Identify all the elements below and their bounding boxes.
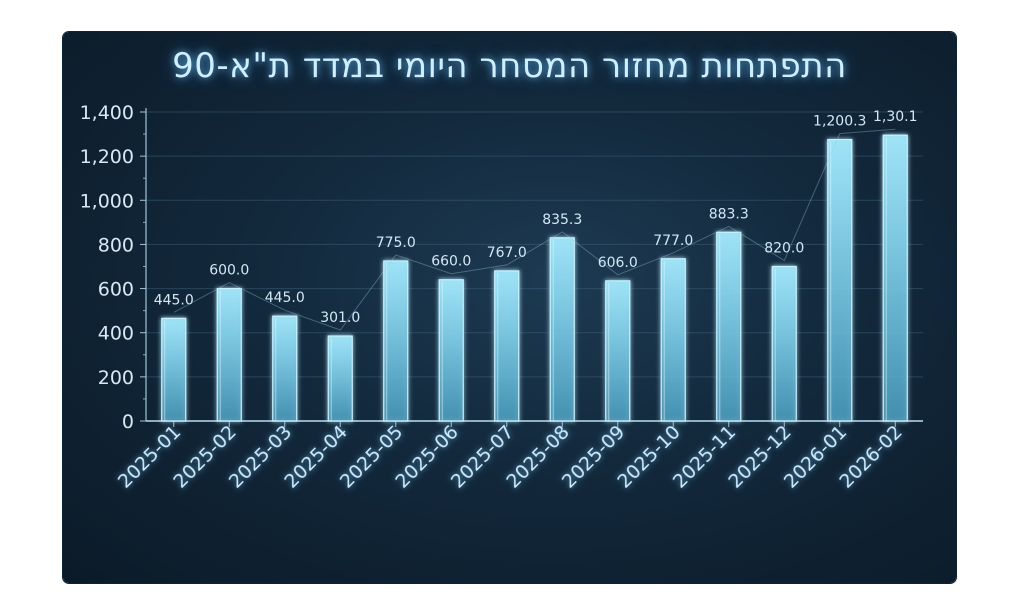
data-label: 777.0 xyxy=(653,233,693,249)
bar xyxy=(771,265,797,422)
data-label: 301.0 xyxy=(320,310,360,326)
bar xyxy=(438,279,464,422)
y-tick-label: 1,200 xyxy=(80,146,134,168)
bar xyxy=(605,280,631,422)
data-label: 775.0 xyxy=(376,235,416,251)
bar xyxy=(882,134,908,422)
data-label: 445.0 xyxy=(154,292,194,308)
bar xyxy=(272,315,298,422)
data-label: 767.0 xyxy=(487,245,527,261)
bar xyxy=(383,260,409,422)
y-tick-label: 1,400 xyxy=(80,102,134,124)
data-label: 445.0 xyxy=(265,290,305,306)
data-label: 1,200.3 xyxy=(813,114,866,130)
bar xyxy=(827,138,853,422)
data-label: 600.0 xyxy=(209,263,249,279)
y-tick-label: 600 xyxy=(98,279,134,301)
bar xyxy=(327,335,353,422)
bar-chart: 445.0 600.0 445.0 301.0 775.0 660.0 767.0 835.3… xyxy=(80,102,923,493)
chart-panel: התפתחות מחזור המסחר היומי במדד ת"א-90 44… xyxy=(63,32,956,583)
y-tick-label: 200 xyxy=(98,367,134,389)
bar xyxy=(161,317,187,422)
bar xyxy=(216,287,242,422)
chart-title: התפתחות מחזור המסחר היומי במדד ת"א-90 xyxy=(172,46,847,86)
trend-line xyxy=(173,128,896,331)
data-label: 606.0 xyxy=(598,255,638,271)
data-label: 660.0 xyxy=(431,254,471,270)
bar xyxy=(716,231,742,422)
y-tick-label: 800 xyxy=(98,234,134,256)
data-label: 1,30.1 xyxy=(873,109,918,125)
bar xyxy=(494,270,520,422)
bar xyxy=(549,237,575,422)
data-label: 883.3 xyxy=(709,206,749,222)
data-label: 820.0 xyxy=(764,241,804,257)
y-tick-label: 0 xyxy=(122,411,134,433)
y-tick-label: 1,000 xyxy=(80,190,134,212)
data-label: 835.3 xyxy=(542,212,582,228)
y-tick-label: 400 xyxy=(98,323,134,345)
bar xyxy=(660,258,686,422)
